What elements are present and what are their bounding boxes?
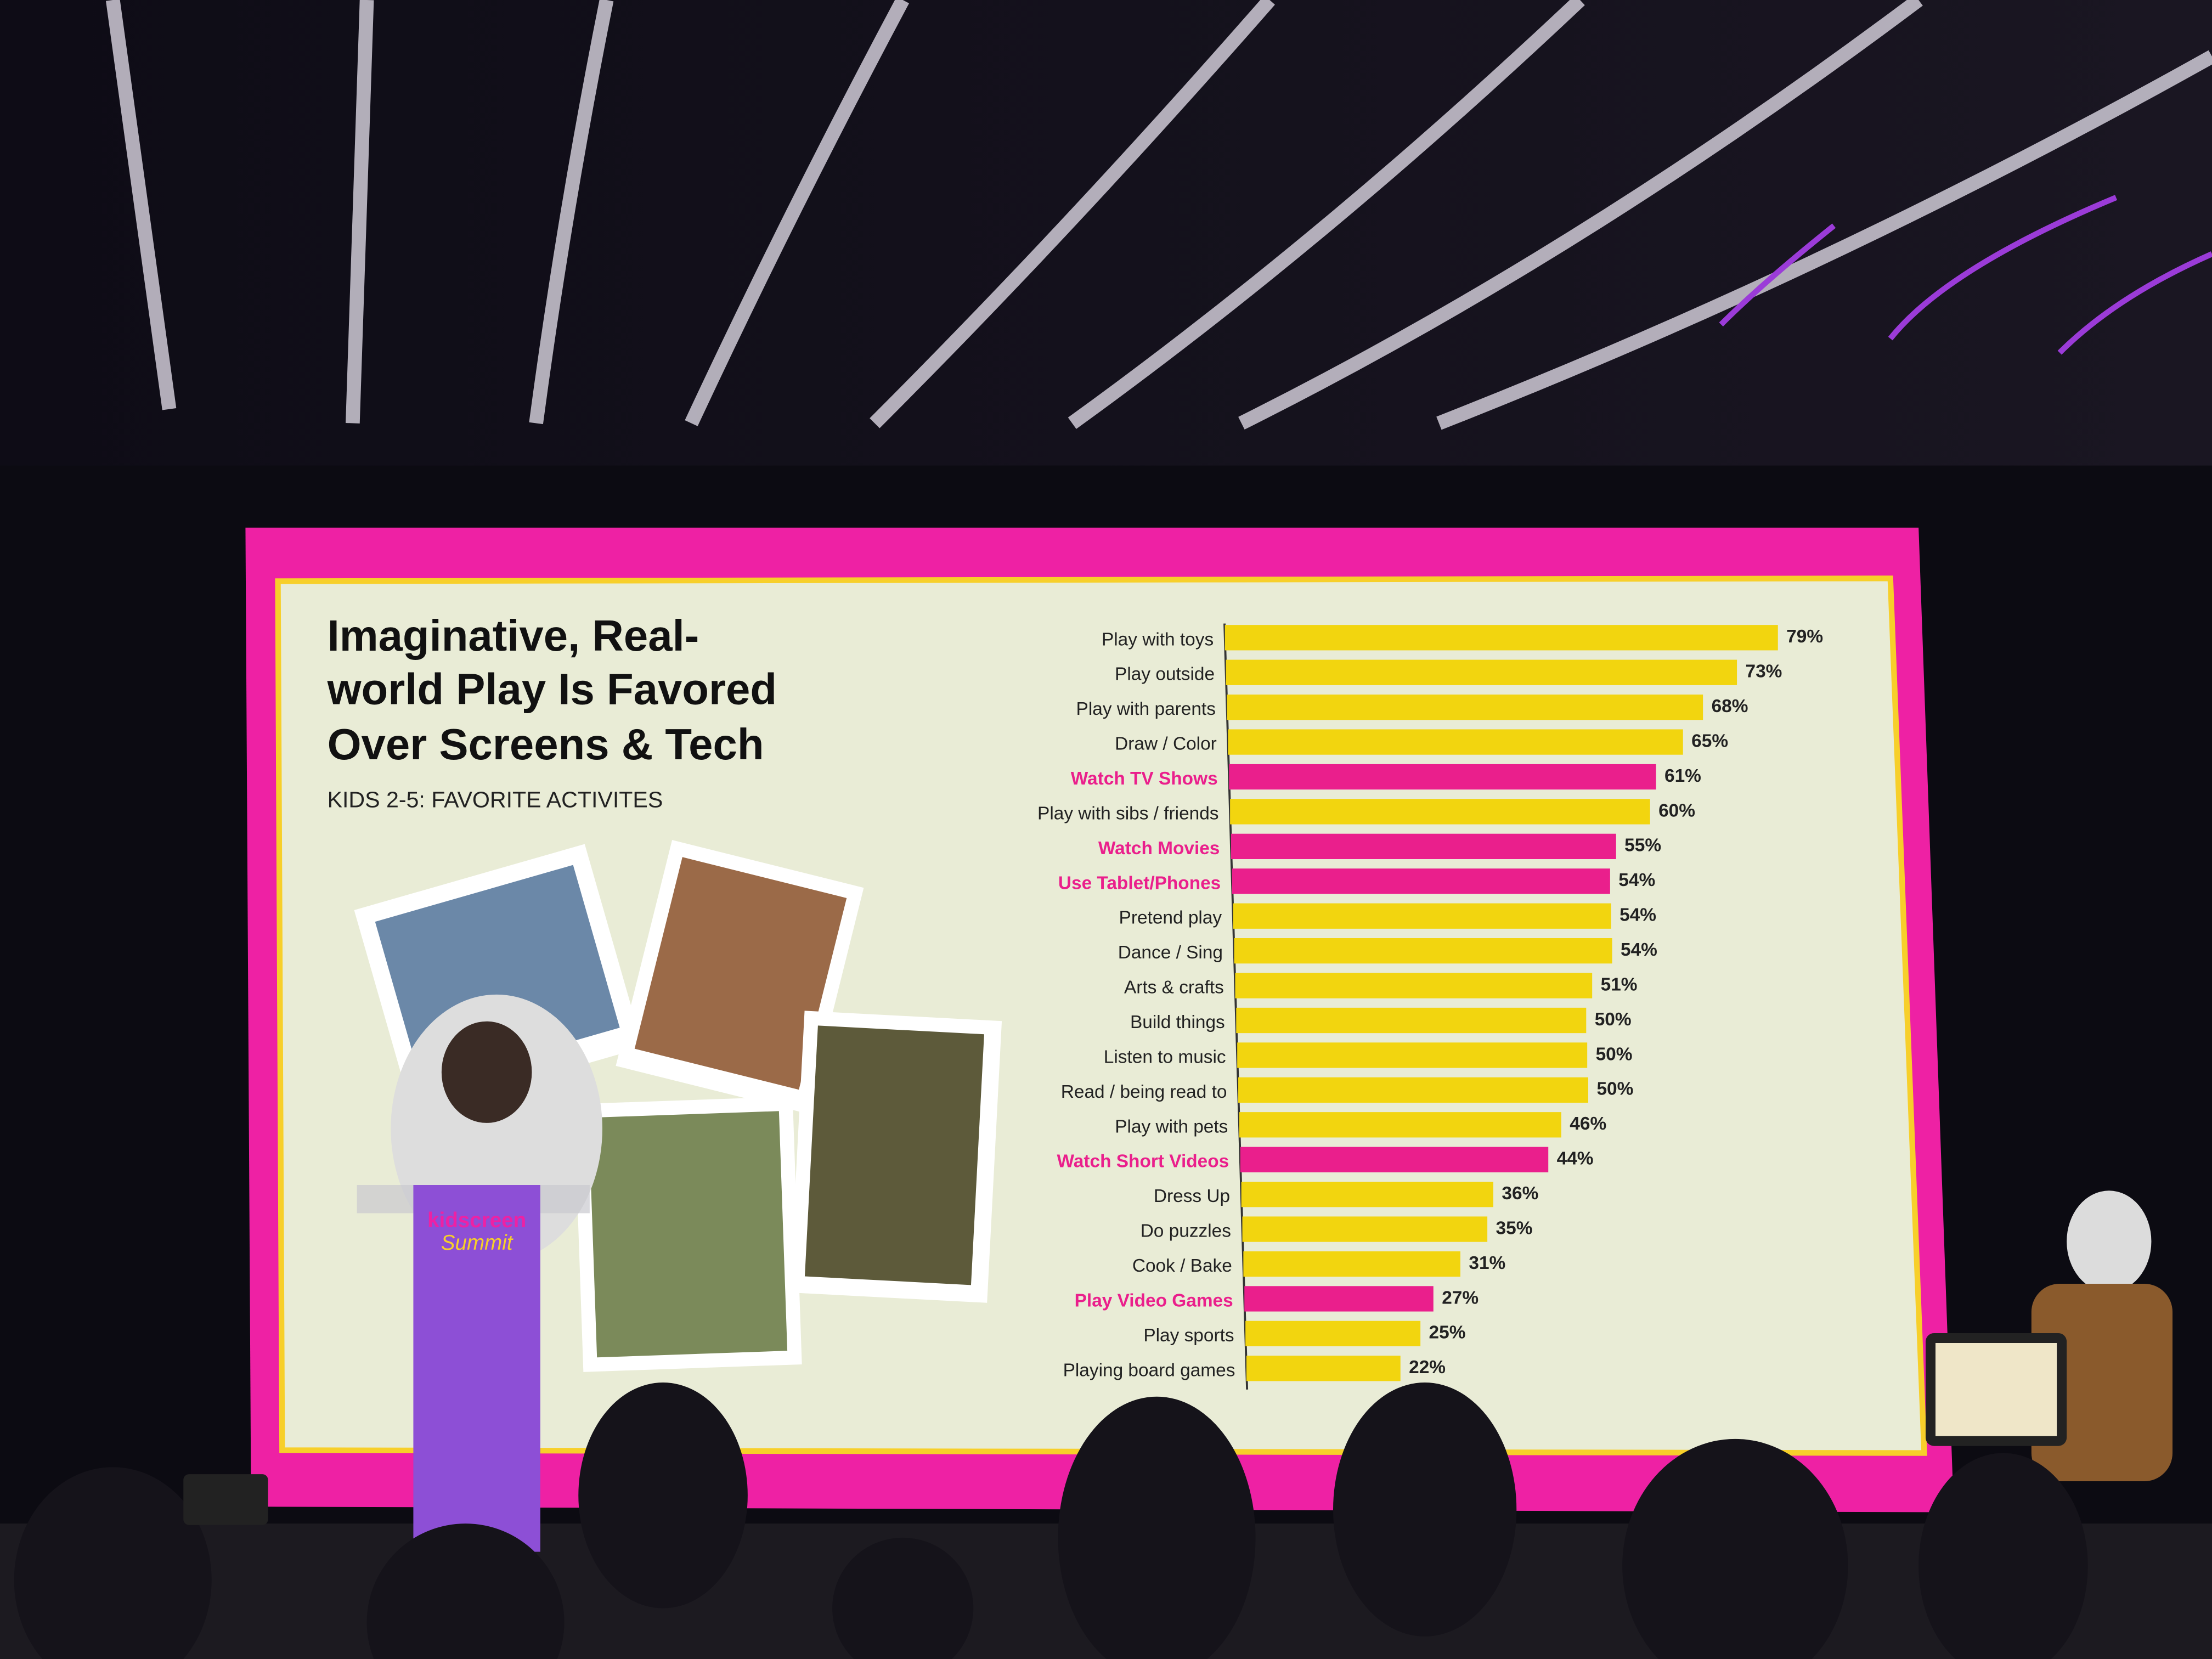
value-label: 79% — [1786, 627, 1823, 647]
value-label: 65% — [1691, 731, 1728, 751]
bar — [1232, 868, 1610, 894]
value-label: 50% — [1596, 1044, 1633, 1064]
photo — [804, 1025, 984, 1285]
speaker-head — [441, 1021, 532, 1123]
category-label: Dance / Sing — [1118, 943, 1223, 963]
category-label: Dress Up — [1154, 1186, 1230, 1206]
value-label: 31% — [1469, 1253, 1505, 1273]
value-label: 44% — [1557, 1149, 1594, 1169]
bar — [1226, 659, 1737, 685]
category-label: Read / being read to — [1061, 1082, 1227, 1102]
phone — [183, 1474, 268, 1525]
bar — [1227, 695, 1703, 720]
phone-screen — [1936, 1343, 2057, 1436]
value-label: 54% — [1620, 905, 1656, 926]
ceiling-fins — [105, 0, 2212, 430]
value-label: 35% — [1496, 1218, 1533, 1238]
bar — [1244, 1286, 1434, 1312]
category-label: Watch Movies — [1098, 838, 1220, 859]
value-label: 36% — [1502, 1183, 1538, 1204]
value-label: 22% — [1409, 1357, 1446, 1378]
bar — [1237, 1042, 1588, 1068]
slide-subtitle: KIDS 2-5: FAVORITE ACTIVITES — [328, 787, 663, 812]
category-label: Play Video Games — [1075, 1290, 1233, 1311]
category-label: Pretend play — [1119, 908, 1222, 928]
bar — [1231, 833, 1616, 859]
category-label: Play outside — [1115, 664, 1215, 685]
value-label: 55% — [1624, 836, 1661, 856]
bar — [1228, 729, 1683, 755]
bar — [1238, 1077, 1589, 1103]
slide-title: Imaginative, Real- — [328, 611, 699, 660]
bar-chart: 79% Play with toys 73% Play outside 68% Play … — [1037, 623, 1823, 1390]
photo — [634, 857, 847, 1090]
value-label: 50% — [1595, 1009, 1632, 1030]
category-label: Playing board games — [1063, 1360, 1235, 1380]
category-label: Cook / Bake — [1132, 1256, 1232, 1276]
category-label: Draw / Color — [1115, 734, 1217, 754]
value-label: 50% — [1596, 1079, 1633, 1099]
category-label: Watch TV Shows — [1071, 769, 1218, 789]
value-label: 73% — [1745, 662, 1782, 682]
bar — [1243, 1251, 1460, 1277]
slide-title: Over Screens & Tech — [328, 720, 764, 769]
value-label: 51% — [1601, 974, 1638, 995]
bar — [1233, 903, 1611, 929]
bar — [1241, 1182, 1494, 1207]
podium — [413, 1185, 540, 1552]
value-label: 25% — [1429, 1323, 1466, 1343]
value-label: 54% — [1618, 870, 1655, 890]
value-label: 60% — [1658, 800, 1695, 821]
bar — [1234, 938, 1612, 964]
bar — [1239, 1112, 1561, 1138]
bar — [1240, 1147, 1549, 1172]
bar — [1245, 1321, 1421, 1346]
audience — [14, 1383, 2088, 1659]
value-label: 27% — [1442, 1288, 1479, 1308]
category-label: Use Tablet/Phones — [1058, 873, 1221, 893]
bar — [1229, 764, 1656, 790]
value-label: 61% — [1664, 766, 1701, 786]
category-label: Play sports — [1143, 1325, 1234, 1346]
ceiling-lights — [1719, 195, 2212, 355]
bar — [1235, 973, 1593, 998]
category-label: Play with pets — [1115, 1116, 1228, 1137]
value-label: 46% — [1570, 1114, 1606, 1134]
value-label: 68% — [1712, 696, 1748, 716]
podium-logo: Summit — [441, 1231, 514, 1255]
category-label: Play with toys — [1102, 629, 1214, 650]
category-label: Do puzzles — [1141, 1221, 1231, 1242]
panelist-hair — [2067, 1190, 2152, 1293]
bar — [1224, 625, 1778, 651]
category-label: Play with sibs / friends — [1037, 803, 1218, 823]
category-label: Play with parents — [1076, 699, 1216, 719]
category-label: Watch Short Videos — [1057, 1152, 1229, 1172]
bar — [1230, 799, 1650, 825]
bar — [1246, 1356, 1401, 1381]
category-label: Listen to music — [1104, 1047, 1226, 1067]
bar — [1242, 1216, 1488, 1242]
photo — [588, 1111, 788, 1358]
value-label: 54% — [1621, 940, 1657, 960]
bar — [1236, 1007, 1587, 1034]
category-label: Build things — [1130, 1012, 1225, 1032]
category-label: Arts & crafts — [1124, 978, 1224, 998]
slide-title: world Play Is Favored — [327, 665, 777, 714]
podium-logo: kidscreen — [427, 1209, 526, 1232]
